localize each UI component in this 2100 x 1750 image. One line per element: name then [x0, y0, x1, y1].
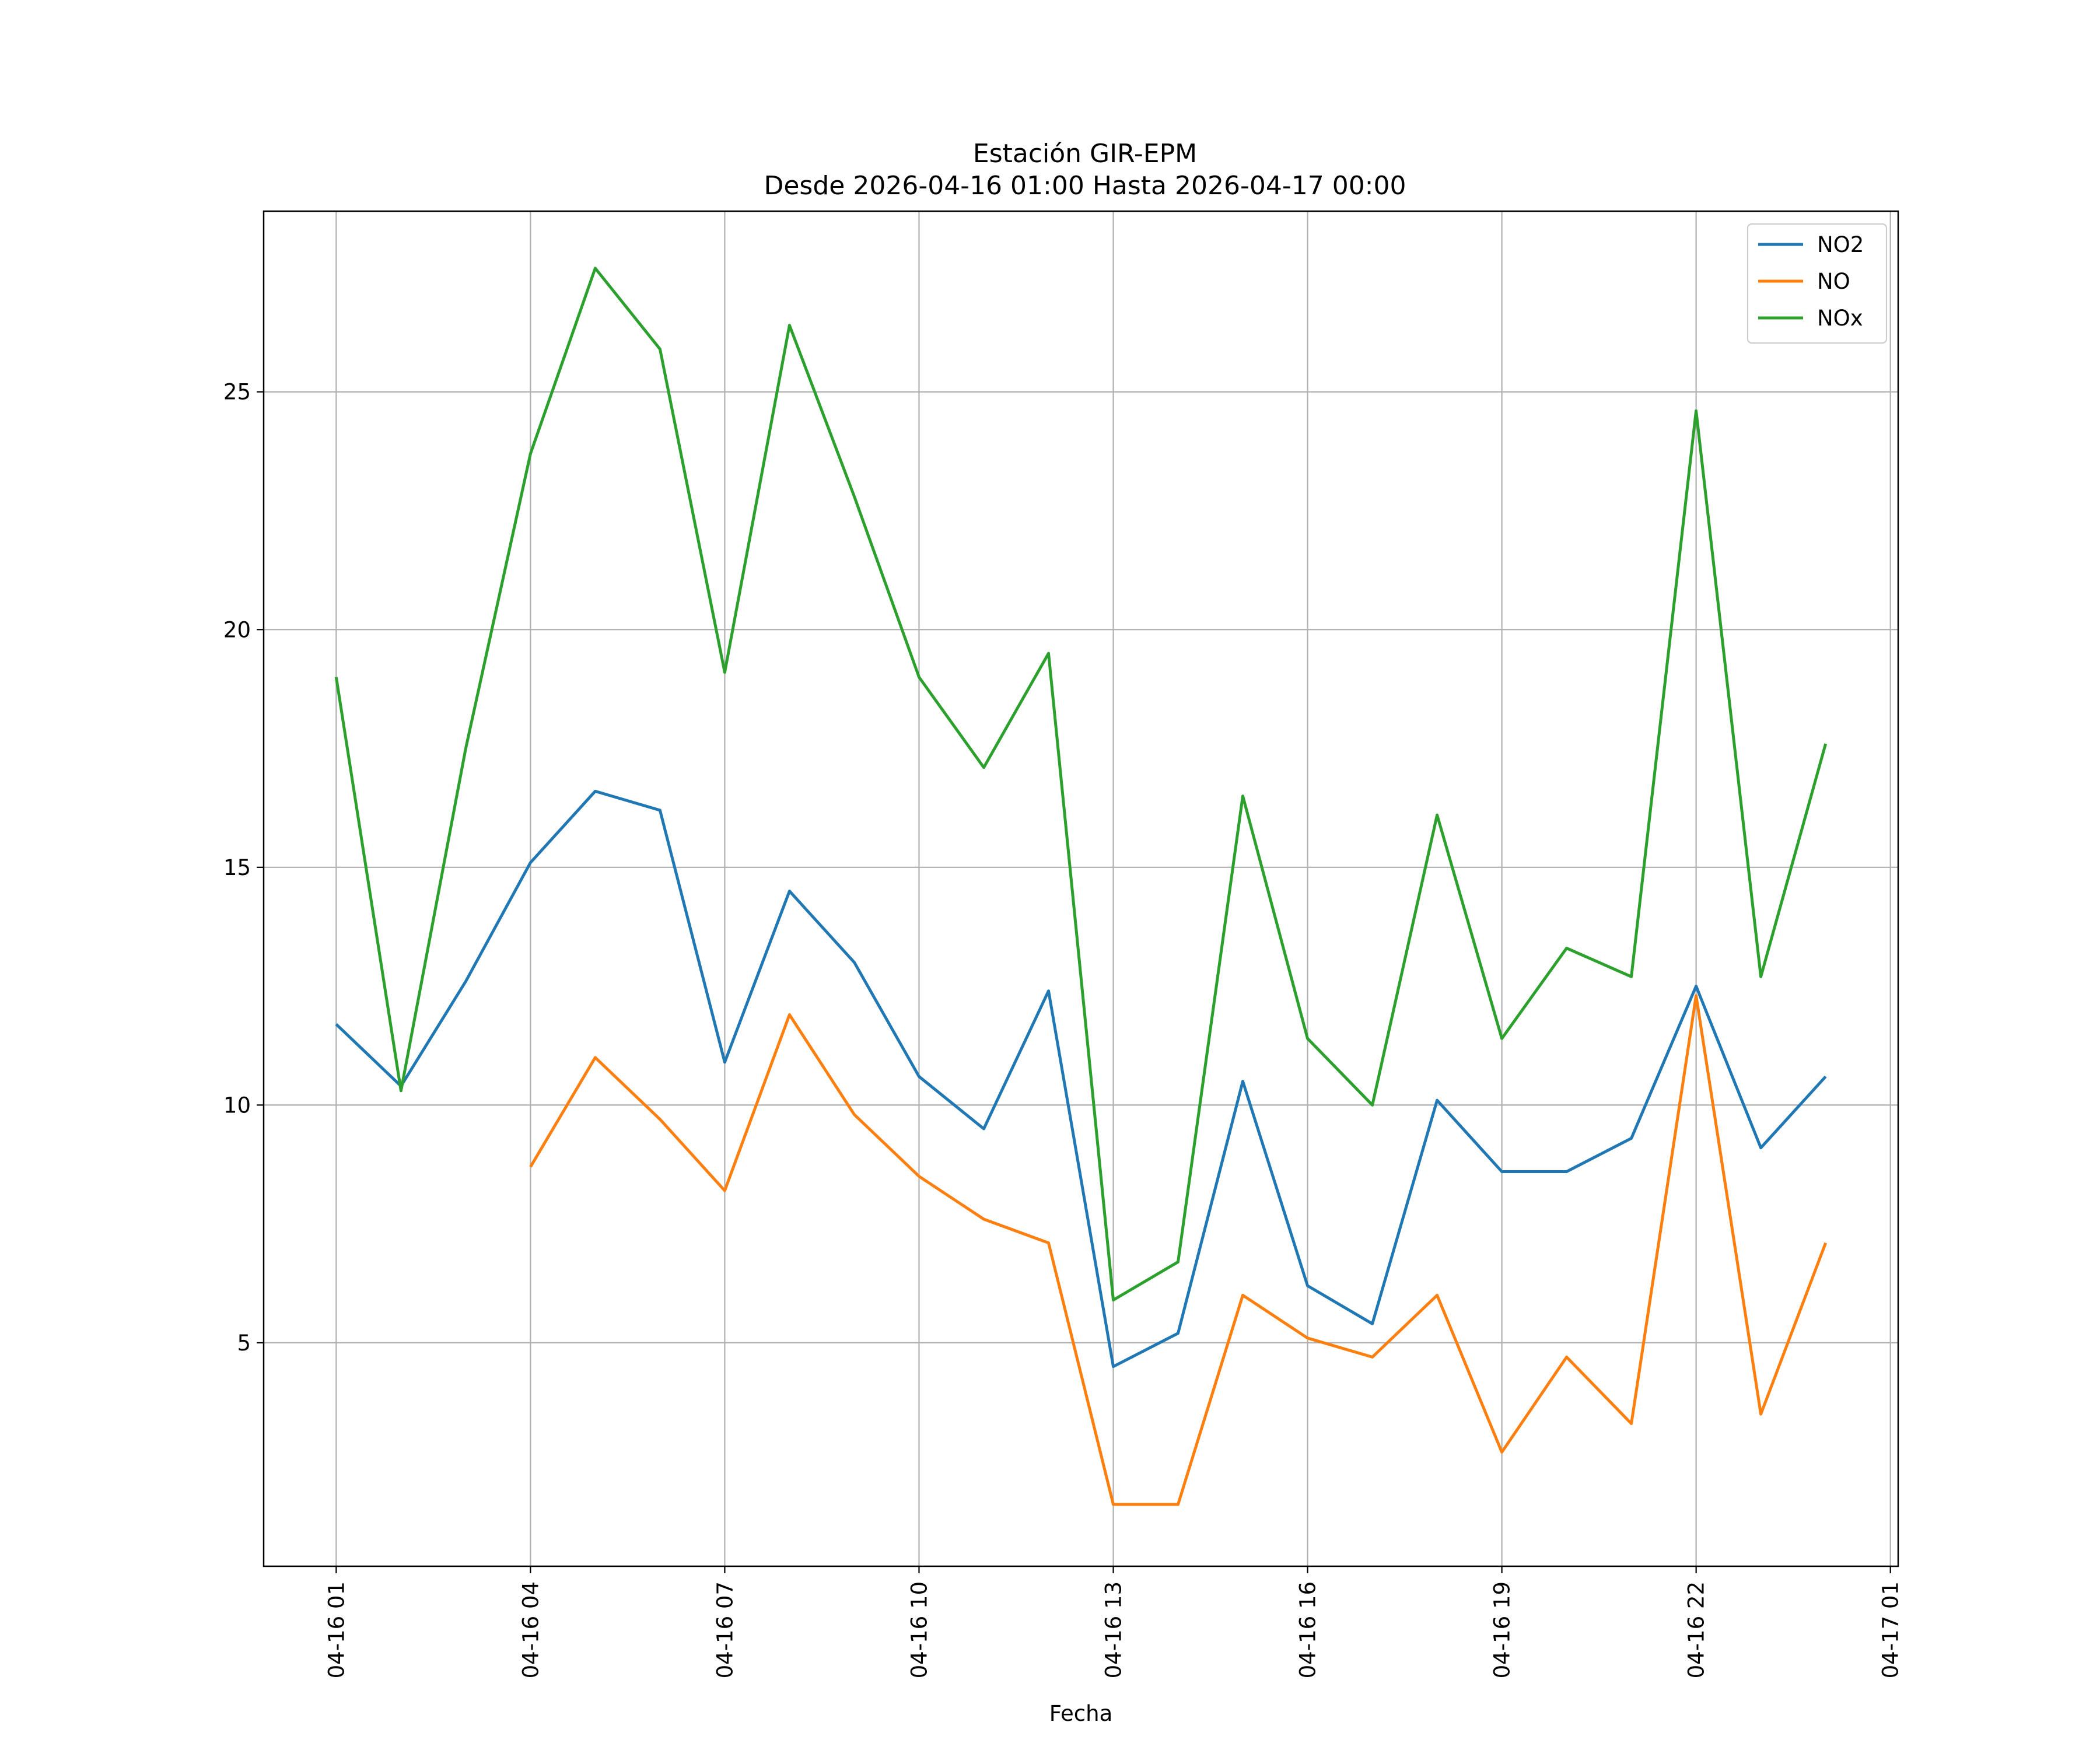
x-axis-ticks: 04-16 01 04-16 04 04-16 07 04-16 10 04-16 13… [324, 1566, 1903, 1678]
x-tick-label: 04-16 10 [907, 1581, 932, 1678]
y-tick-label: 20 [223, 617, 251, 642]
y-tick-label: 10 [223, 1093, 251, 1118]
series-line-no2 [335, 789, 1827, 1368]
legend-label-no: NO [1817, 269, 1850, 294]
chart-title: Estación GIR-EPM [973, 139, 1197, 169]
x-tick-label: 04-16 01 [324, 1581, 349, 1678]
series-line-nox [334, 267, 1828, 1302]
x-tick-label: 04-16 04 [518, 1581, 543, 1678]
x-tick-label: 04-17 01 [1878, 1581, 1903, 1678]
legend: NO2 NO NOx [1746, 223, 1888, 344]
x-tick-label: 04-16 22 [1684, 1581, 1709, 1678]
y-tick-label: 15 [223, 855, 251, 880]
x-tick-label: 04-16 16 [1296, 1581, 1321, 1678]
x-tick-label: 04-16 19 [1490, 1581, 1515, 1678]
plot-frame [262, 210, 1899, 1567]
series-lines [334, 267, 1828, 1506]
x-tick-label: 04-16 13 [1101, 1581, 1126, 1678]
y-tick-label: 25 [223, 380, 251, 405]
y-axis-ticks: 5 10 15 20 25 [223, 380, 264, 1356]
legend-label-no2: NO2 [1817, 232, 1864, 257]
series-line-no [529, 994, 1828, 1506]
y-tick-label: 5 [237, 1331, 251, 1356]
x-axis-label: Fecha [1049, 1701, 1113, 1726]
x-tick-label: 04-16 07 [712, 1581, 737, 1678]
grid [264, 211, 1898, 1566]
legend-label-nox: NOx [1817, 306, 1863, 331]
chart-subtitle: Desde 2026-04-16 01:00 Hasta 2026-04-17 … [764, 171, 1406, 201]
legend-box [1746, 223, 1888, 344]
